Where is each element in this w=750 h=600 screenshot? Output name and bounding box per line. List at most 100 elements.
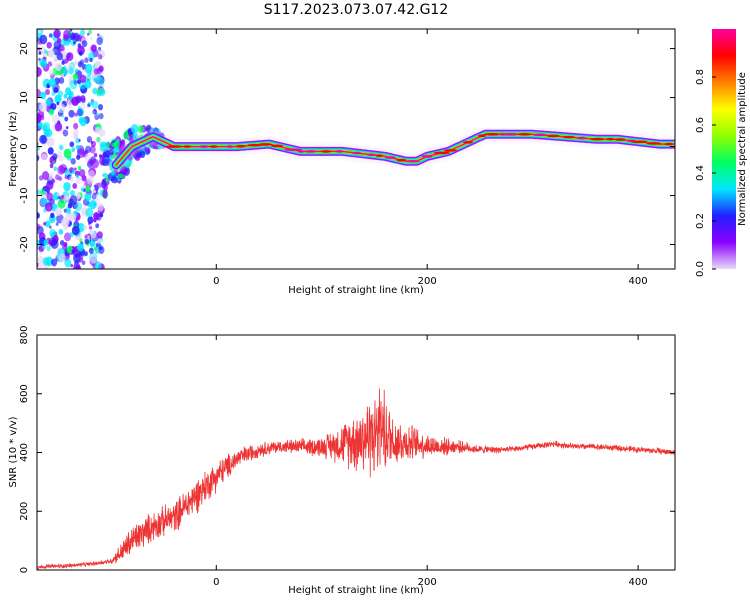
ridge-peak (182, 145, 192, 148)
noise-blob (54, 207, 62, 216)
noise-blob (79, 117, 87, 127)
noise-blob (37, 30, 41, 34)
noise-blob (80, 103, 86, 109)
noise-blob (97, 77, 105, 87)
noise-blob (61, 73, 65, 78)
x-tick-label: 0 (213, 577, 219, 588)
noise-blob (66, 52, 74, 62)
ridge-peak (320, 150, 332, 153)
noise-blob (44, 220, 51, 228)
noise-blob (79, 29, 86, 36)
noise-blob (71, 249, 75, 254)
ridge-peak (351, 151, 362, 155)
y-tick-label: 0 (19, 567, 30, 573)
noise-blob (48, 173, 54, 180)
noise-blob (66, 245, 73, 254)
noise-blob (89, 223, 92, 227)
noise-blob (37, 212, 40, 219)
noise-blob (77, 61, 83, 68)
ridge-peak (484, 133, 501, 136)
noise-blob (37, 155, 40, 161)
x-tick-label: 0 (213, 276, 219, 287)
colorbar-tick-label: 0.0 (695, 261, 706, 277)
noise-blob (39, 251, 43, 255)
ridge-peak (590, 137, 605, 141)
transition-blob (130, 124, 139, 134)
noise-blob (96, 33, 100, 37)
noise-blob (37, 256, 45, 265)
noise-blob (82, 184, 86, 189)
noise-blob (64, 175, 68, 180)
noise-blob (63, 241, 68, 247)
noise-blob (86, 136, 93, 143)
noise-blob (56, 192, 60, 197)
noise-blob (64, 199, 68, 204)
noise-blob (40, 58, 48, 68)
noise-blob (88, 52, 95, 61)
noise-blob (69, 141, 75, 148)
noise-blob (63, 34, 69, 42)
noise-blob (89, 145, 96, 154)
x-tick-label: 400 (629, 276, 648, 287)
transition-blob (137, 125, 144, 134)
noise-blob (55, 222, 59, 226)
noise-blob (92, 110, 96, 115)
ridge-peak (366, 153, 376, 157)
ridge-peak (503, 133, 520, 136)
noise-blob (76, 154, 81, 160)
noise-blob (38, 175, 44, 181)
x-tick-label: 200 (418, 577, 437, 588)
noise-blob (41, 170, 50, 181)
noise-blob (75, 144, 80, 150)
noise-blob (72, 32, 81, 43)
snr-y-ticks: 0 200 400 600 800 (19, 325, 675, 573)
noise-blob (50, 239, 59, 250)
ridge-peak (406, 159, 420, 163)
noise-blob (48, 33, 53, 38)
noise-blob (62, 129, 69, 137)
noise-blob (95, 197, 100, 203)
noise-blob (80, 187, 85, 192)
noise-blob (65, 126, 69, 130)
transition-blob (111, 142, 117, 148)
noise-blob (39, 34, 48, 45)
noise-blob (49, 69, 55, 76)
snr-x-ticks: 0 200 400 (213, 335, 648, 588)
transition-blob (103, 183, 108, 192)
noise-blob (73, 132, 79, 140)
noise-blob (97, 103, 104, 111)
y-tick-label: 400 (19, 443, 30, 462)
noise-blob (50, 212, 55, 219)
noise-region (37, 29, 106, 269)
noise-blob (37, 121, 43, 128)
y-tick-label: 800 (19, 325, 30, 344)
noise-blob (84, 80, 92, 89)
noise-blob (47, 49, 55, 59)
noise-blob (37, 223, 41, 230)
noise-blob (64, 116, 69, 122)
ridge-peak (605, 137, 615, 141)
transition-blob (102, 150, 111, 158)
noise-blob (77, 43, 82, 48)
ridge-peak (384, 156, 396, 159)
ridge-peak (532, 133, 547, 137)
noise-blob (37, 262, 45, 269)
noise-blob (74, 167, 77, 171)
noise-blob (84, 238, 90, 245)
noise-blob (80, 95, 86, 102)
noise-blob (88, 247, 94, 254)
noise-blob (45, 89, 50, 96)
ridge-peak (576, 136, 588, 140)
noise-blob (46, 41, 52, 49)
noise-blob (78, 51, 83, 56)
noise-blob (92, 189, 96, 194)
ridge-peak (209, 145, 218, 148)
noise-blob (67, 99, 70, 103)
noise-blob (48, 108, 55, 116)
noise-blob (61, 217, 70, 228)
spectrogram-heatmap (37, 29, 675, 269)
noise-blob (63, 208, 67, 213)
noise-blob (41, 153, 48, 161)
noise-blob (51, 258, 58, 267)
noise-blob (39, 197, 46, 206)
